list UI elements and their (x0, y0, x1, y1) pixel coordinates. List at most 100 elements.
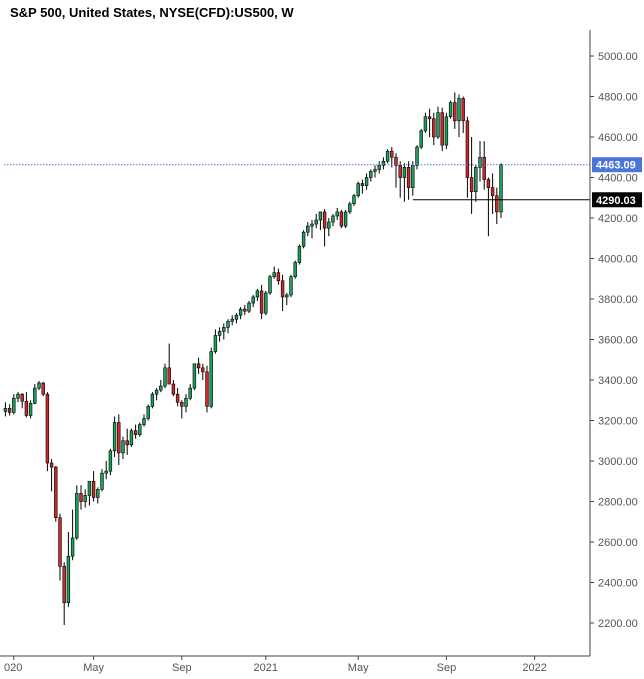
candle[interactable] (255, 288, 260, 302)
candle[interactable] (7, 404, 12, 416)
candle[interactable] (142, 414, 146, 427)
candle[interactable] (222, 323, 226, 340)
candle[interactable] (427, 108, 432, 137)
candle[interactable] (339, 209, 344, 229)
candle[interactable] (474, 165, 478, 202)
candle[interactable] (457, 94, 461, 137)
candle[interactable] (482, 141, 486, 190)
candle[interactable] (394, 153, 398, 188)
candle[interactable] (259, 284, 264, 320)
candle[interactable] (276, 268, 281, 285)
candle[interactable] (453, 92, 457, 129)
candle[interactable] (217, 327, 222, 342)
candle[interactable] (444, 112, 449, 150)
candle[interactable] (310, 220, 314, 239)
candle[interactable] (285, 292, 289, 306)
candle[interactable] (192, 363, 197, 391)
candle[interactable] (478, 141, 482, 182)
candle[interactable] (33, 384, 37, 405)
candle[interactable] (406, 161, 411, 200)
candle[interactable] (163, 363, 167, 389)
candle[interactable] (201, 363, 205, 380)
candle[interactable] (213, 329, 218, 354)
candle[interactable] (314, 213, 318, 229)
candle[interactable] (62, 562, 66, 626)
candle[interactable] (289, 274, 293, 297)
candle[interactable] (402, 163, 407, 202)
candle[interactable] (83, 489, 87, 508)
candle[interactable] (159, 380, 163, 393)
candle[interactable] (423, 112, 428, 133)
candle[interactable] (91, 471, 96, 502)
candle[interactable] (264, 290, 268, 316)
candle[interactable] (356, 181, 360, 198)
candle[interactable] (171, 380, 176, 397)
candle[interactable] (390, 147, 394, 168)
candle[interactable] (28, 400, 33, 419)
candle[interactable] (247, 301, 251, 314)
candle[interactable] (24, 392, 29, 418)
candle[interactable] (154, 388, 159, 401)
candle[interactable] (104, 461, 108, 480)
candle[interactable] (125, 428, 129, 455)
candle[interactable] (49, 458, 54, 492)
candle[interactable] (121, 436, 125, 459)
candle[interactable] (268, 274, 272, 295)
candle[interactable] (188, 384, 192, 401)
candle[interactable] (352, 193, 356, 206)
candle[interactable] (411, 161, 415, 196)
candle[interactable] (348, 201, 352, 214)
candle[interactable] (58, 513, 62, 581)
candle[interactable] (343, 209, 348, 229)
candle[interactable] (16, 392, 20, 403)
candle[interactable] (469, 137, 474, 214)
candle[interactable] (297, 244, 302, 265)
candle[interactable] (461, 96, 465, 133)
candle[interactable] (96, 487, 100, 504)
candle[interactable] (180, 400, 184, 419)
candle[interactable] (364, 173, 369, 190)
candle[interactable] (87, 480, 92, 506)
candle[interactable] (100, 469, 104, 492)
candle[interactable] (369, 169, 373, 182)
candle[interactable] (138, 422, 142, 437)
candle[interactable] (490, 173, 495, 214)
candle[interactable] (293, 260, 297, 279)
candle[interactable] (465, 116, 470, 198)
candle[interactable] (150, 392, 155, 409)
candle[interactable] (70, 509, 75, 561)
candle[interactable] (272, 266, 276, 279)
candle[interactable] (175, 388, 180, 407)
candle[interactable] (226, 319, 230, 334)
candle[interactable] (108, 448, 113, 476)
candle[interactable] (167, 343, 171, 385)
candle[interactable] (385, 149, 390, 164)
candle[interactable] (398, 161, 402, 198)
candle[interactable] (486, 177, 491, 237)
candle[interactable] (495, 187, 499, 225)
candle[interactable] (205, 365, 209, 413)
candle[interactable] (196, 357, 201, 374)
candle[interactable] (301, 230, 306, 249)
candle[interactable] (377, 161, 381, 174)
candle[interactable] (45, 392, 50, 472)
candle[interactable] (280, 274, 285, 312)
candle[interactable] (381, 157, 386, 170)
candle[interactable] (499, 163, 503, 218)
candle[interactable] (184, 394, 188, 413)
candle[interactable] (12, 394, 16, 415)
candle[interactable] (41, 382, 45, 397)
candle[interactable] (37, 381, 41, 391)
candle[interactable] (360, 179, 365, 194)
candle[interactable] (129, 428, 134, 447)
candle[interactable] (20, 393, 24, 409)
candle[interactable] (112, 416, 117, 457)
candle[interactable] (133, 424, 138, 439)
candle[interactable] (419, 128, 423, 150)
candle[interactable] (3, 402, 8, 417)
candle[interactable] (209, 347, 213, 409)
candle[interactable] (243, 305, 247, 316)
candle[interactable] (230, 315, 234, 326)
candle[interactable] (373, 165, 377, 178)
